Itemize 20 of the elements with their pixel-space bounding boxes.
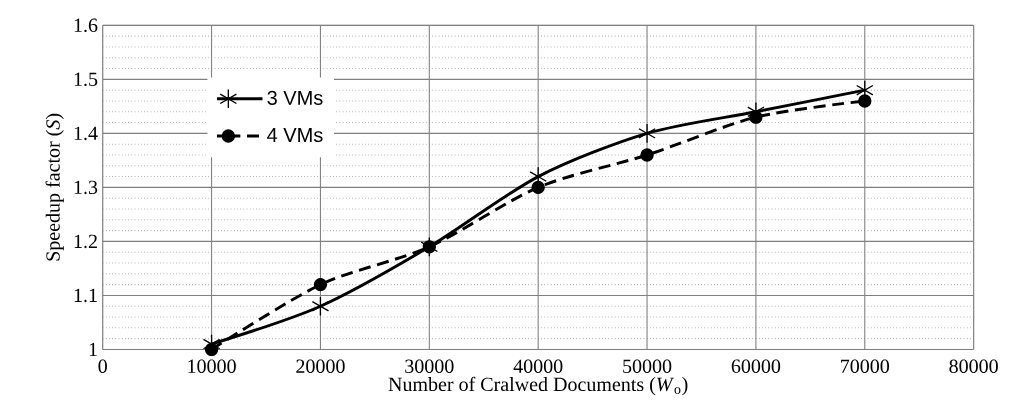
- y-tick-label: 1.5: [74, 72, 98, 87]
- legend-label: 3 VMs: [267, 90, 323, 106]
- x-tick-label: 30000: [405, 359, 454, 374]
- y-tick-label: 1.4: [74, 126, 98, 141]
- y-tick-label: 1.3: [74, 180, 98, 195]
- legend-label: 4 VMs: [267, 128, 323, 143]
- y-tick-label: 1.2: [74, 234, 97, 249]
- x-tick-label: 50000: [623, 359, 672, 374]
- y-tick-label: 1: [89, 342, 97, 357]
- x-tick-label: 0: [98, 359, 107, 374]
- y-tick-label: 1.1: [74, 288, 97, 303]
- x-axis-title: Number of Cralwed Documents (W$_{o}$): [388, 376, 688, 396]
- y-axis-title: Speedup factor (S): [45, 113, 64, 261]
- y-tick-label: 1.6: [74, 18, 98, 33]
- x-tick-label: 80000: [949, 359, 998, 374]
- x-tick-label: 20000: [296, 359, 345, 374]
- x-tick-label: 60000: [731, 359, 781, 374]
- x-tick-label: 40000: [513, 359, 563, 374]
- x-tick-label: 10000: [188, 359, 236, 374]
- x-tick-label: 70000: [841, 359, 890, 374]
